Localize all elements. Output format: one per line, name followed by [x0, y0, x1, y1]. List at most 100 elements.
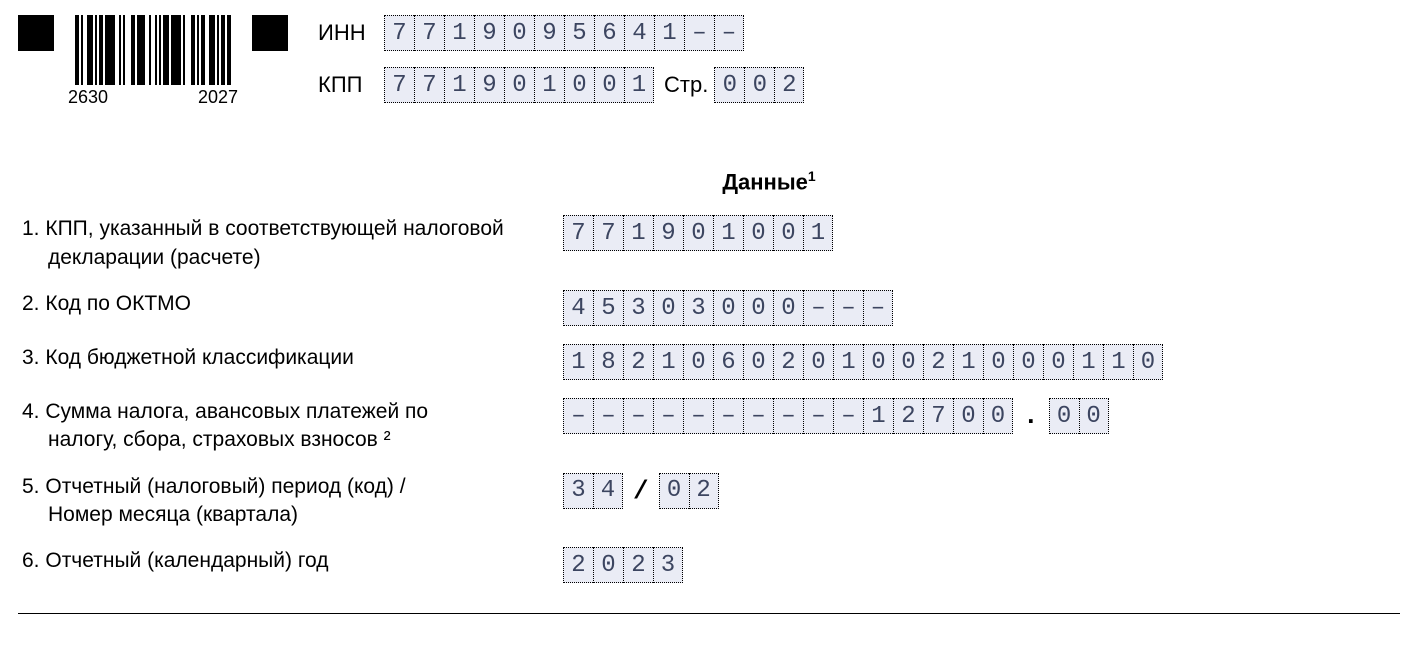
row-6: 6. Отчетный (календарный) год 2023: [18, 547, 1400, 583]
cell: 1: [1103, 344, 1133, 380]
cell: 7: [923, 398, 953, 434]
row-6-label-text: Отчетный (календарный) год: [45, 549, 328, 572]
kpp-line: КПП 771901001 Стр. 002: [318, 67, 804, 103]
cell: 7: [414, 15, 444, 51]
divider-line: [18, 613, 1400, 614]
inn-label: ИНН: [318, 20, 378, 46]
cell: 2: [923, 344, 953, 380]
inn-line: ИНН 7719095641––: [318, 15, 804, 51]
cell: 7: [414, 67, 444, 103]
cell: 2: [623, 547, 653, 583]
cell: 0: [683, 344, 713, 380]
barcode-num-right: 2027: [198, 87, 238, 108]
cell: 1: [444, 67, 474, 103]
cell: 2: [893, 398, 923, 434]
section-title: Данные1: [138, 168, 1400, 195]
cell: –: [714, 15, 744, 51]
row-3-num: 3.: [22, 346, 40, 369]
marker-square-right: [252, 15, 288, 51]
page-cells: 002: [714, 67, 804, 103]
cell: 1: [953, 344, 983, 380]
row-2: 2. Код по ОКТМО 45303000–––: [18, 290, 1400, 326]
cell: 3: [623, 290, 653, 326]
cell: 1: [624, 67, 654, 103]
cell: 1: [653, 344, 683, 380]
cell: 1: [654, 15, 684, 51]
cell: 0: [863, 344, 893, 380]
cell: 1: [623, 215, 653, 251]
cell: –: [683, 398, 713, 434]
row-6-label: 6. Отчетный (календарный) год: [18, 547, 563, 575]
cell: 1: [563, 344, 593, 380]
row-1-num: 1.: [22, 217, 40, 240]
row-3: 3. Код бюджетной классификации 182106020…: [18, 344, 1400, 380]
row-2-label: 2. Код по ОКТМО: [18, 290, 563, 318]
barcode-num-left: 2630: [68, 87, 108, 108]
cell: 5: [564, 15, 594, 51]
cell: 0: [659, 473, 689, 509]
cell: 0: [713, 290, 743, 326]
row-5-cells-a: 34: [563, 473, 623, 509]
inn-cells: 7719095641––: [384, 15, 744, 51]
cell: 2: [563, 547, 593, 583]
row-4-label-a: Сумма налога, авансовых платежей по: [45, 400, 428, 423]
cell: 0: [1049, 398, 1079, 434]
row-5-value: 34 / 02: [563, 473, 719, 509]
row-5-label-b: Номер месяца (квартала): [22, 501, 543, 529]
row-4-dot: .: [1019, 401, 1043, 431]
row-4: 4. Сумма налога, авансовых платежей по н…: [18, 398, 1400, 455]
cell: 2: [773, 344, 803, 380]
cell: 0: [743, 344, 773, 380]
cell: 0: [714, 67, 744, 103]
cell: 0: [504, 15, 534, 51]
row-1-label-a: КПП, указанный в соответствующей налогов…: [45, 217, 503, 240]
cell: –: [743, 398, 773, 434]
cell: 0: [983, 398, 1013, 434]
row-5-cells-b: 02: [659, 473, 719, 509]
row-1-label-b: декларации (расчете): [22, 244, 543, 272]
cell: –: [713, 398, 743, 434]
row-4-value: ––––––––––12700 . 00: [563, 398, 1109, 434]
cell: 0: [983, 344, 1013, 380]
cell: 0: [893, 344, 923, 380]
row-6-value: 2023: [563, 547, 683, 583]
row-1-cells: 771901001: [563, 215, 833, 251]
cell: 2: [623, 344, 653, 380]
kpp-cells: 771901001: [384, 67, 654, 103]
cell: –: [773, 398, 803, 434]
cell: 0: [1133, 344, 1163, 380]
cell: 0: [504, 67, 534, 103]
cell: 3: [653, 547, 683, 583]
page-label: Стр.: [664, 72, 708, 98]
row-1-value: 771901001: [563, 215, 833, 251]
cell: 0: [803, 344, 833, 380]
cell: –: [684, 15, 714, 51]
cell: –: [803, 398, 833, 434]
cell: 3: [563, 473, 593, 509]
cell: 0: [743, 290, 773, 326]
cell: 0: [744, 67, 774, 103]
cell: 0: [773, 290, 803, 326]
row-3-label-text: Код бюджетной классификации: [45, 346, 354, 369]
cell: 2: [689, 473, 719, 509]
row-5-label-a: Отчетный (налоговый) период (код) /: [45, 475, 405, 498]
cell: 4: [624, 15, 654, 51]
cell: 2: [774, 67, 804, 103]
cell: –: [833, 398, 863, 434]
cell: 0: [1013, 344, 1043, 380]
row-3-cells: 18210602010021000110: [563, 344, 1163, 380]
cell: 0: [743, 215, 773, 251]
cell: 7: [563, 215, 593, 251]
cell: 0: [953, 398, 983, 434]
cell: 0: [1079, 398, 1109, 434]
cell: 0: [594, 67, 624, 103]
cell: 1: [833, 344, 863, 380]
row-1-label: 1. КПП, указанный в соответствующей нало…: [18, 215, 563, 272]
barcode-bars: [75, 15, 231, 85]
cell: 9: [534, 15, 564, 51]
cell: 6: [713, 344, 743, 380]
cell: 1: [713, 215, 743, 251]
row-4-int-cells: ––––––––––12700: [563, 398, 1013, 434]
section-title-sup: 1: [808, 168, 816, 184]
cell: –: [833, 290, 863, 326]
